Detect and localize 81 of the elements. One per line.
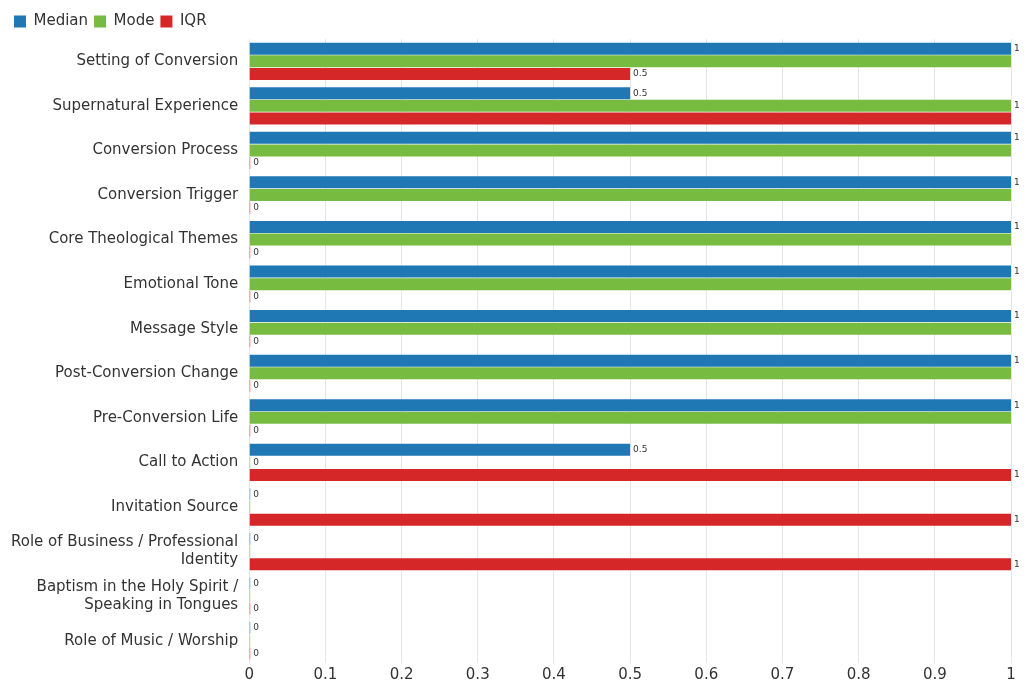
y-tick-label: Role of Business / Professional Identity	[10, 532, 239, 569]
bar	[249, 310, 1011, 323]
y-tick-label: Post-Conversion Change	[55, 363, 239, 382]
y-tick-label: Baptism in the Holy Spirit / Speaking in Tongues	[36, 577, 240, 614]
x-tick-label: 0.3	[465, 664, 490, 683]
bar	[249, 189, 1011, 201]
data-label: 0	[253, 424, 260, 435]
data-label: 0	[253, 335, 260, 346]
y-tick-label: Supernatural Experience	[52, 95, 239, 114]
data-label: 0	[253, 622, 260, 633]
y-tick-label: Role of Music / Worship	[64, 630, 239, 649]
data-label: 1	[1014, 265, 1020, 276]
x-tick-label: 1	[1006, 664, 1016, 683]
legend-label: Mode	[113, 11, 155, 30]
x-tick-label: 0.5	[618, 664, 643, 683]
x-tick-label: 0.9	[922, 664, 947, 683]
data-label: 1	[1014, 43, 1020, 53]
x-tick-label: 0.7	[770, 664, 795, 683]
bar	[249, 55, 1011, 68]
bar	[249, 112, 1011, 125]
data-label: 1	[1014, 176, 1020, 187]
y-tick-label: Setting of Conversion	[76, 51, 239, 70]
data-label: 1	[1014, 310, 1020, 321]
bar	[249, 469, 1011, 482]
y-tick-label: Core Theological Themes	[48, 229, 239, 248]
bar	[249, 99, 1011, 112]
y-tick-label: Conversion Process	[92, 140, 239, 159]
x-tick-label: 0.4	[541, 664, 566, 683]
bar	[249, 144, 1011, 157]
bar	[249, 367, 1011, 380]
bar	[249, 399, 1011, 412]
data-label: 0	[253, 291, 260, 302]
x-tick-label: 0.6	[694, 664, 719, 683]
legend-label: Median	[33, 11, 89, 30]
x-tick-label: 0.8	[846, 664, 871, 683]
y-tick-label: Conversion Trigger	[97, 184, 240, 203]
y-tick-label: Message Style	[130, 318, 239, 337]
data-label: 1	[1014, 100, 1020, 111]
bar	[249, 265, 1011, 278]
data-label: 0	[253, 201, 260, 212]
data-label: 1	[1014, 221, 1020, 232]
bar	[249, 322, 1011, 335]
data-label: 0	[253, 456, 260, 467]
data-label: 0	[253, 246, 260, 257]
bar	[249, 176, 1011, 189]
x-tick-label: 0	[244, 664, 254, 683]
y-tick-label: Call to Action	[138, 452, 239, 471]
data-label: 1	[1014, 132, 1020, 143]
legend-label: IQR	[179, 11, 207, 30]
data-label: 1	[1014, 399, 1020, 410]
data-label: 0.5	[633, 444, 648, 455]
bar	[249, 67, 631, 80]
y-tick-label: Invitation Source	[111, 496, 239, 515]
bar	[249, 87, 631, 100]
data-label: 0	[253, 157, 260, 168]
data-label: 0	[253, 603, 260, 614]
bar	[249, 42, 1011, 55]
x-tick-label: 0.2	[389, 664, 414, 683]
data-label: 1	[1014, 513, 1020, 524]
data-label: 0	[253, 380, 260, 391]
data-label: 0.5	[633, 68, 648, 79]
bar	[249, 131, 1011, 144]
bar	[249, 558, 1011, 571]
bar	[249, 513, 1011, 526]
bar	[249, 411, 1011, 424]
data-label: 0	[253, 533, 260, 544]
data-label: 0	[253, 647, 260, 658]
data-label: 1	[1014, 355, 1020, 365]
bar	[249, 278, 1011, 291]
data-label: 0.5	[633, 87, 648, 98]
bar	[249, 233, 1011, 246]
y-tick-label: Pre-Conversion Life	[93, 407, 239, 426]
data-label: 1	[1014, 469, 1020, 480]
bar	[249, 220, 1011, 233]
data-label: 1	[1014, 558, 1020, 569]
bar	[249, 443, 631, 456]
y-tick-label: Emotional Tone	[123, 274, 239, 293]
data-label: 0	[253, 577, 260, 588]
bar	[249, 354, 1011, 367]
x-tick-label: 0.1	[313, 664, 338, 683]
data-label: 0	[253, 488, 260, 499]
